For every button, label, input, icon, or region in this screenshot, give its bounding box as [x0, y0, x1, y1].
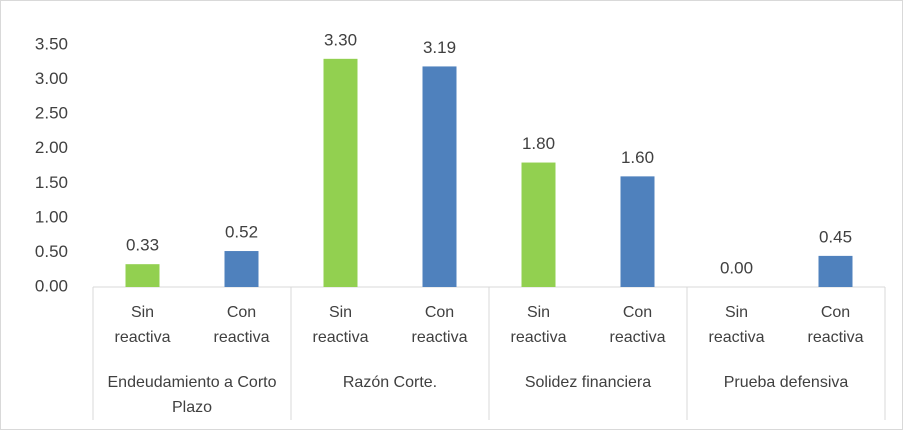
group-label: Razón Corte. — [342, 374, 438, 391]
y-tick-label: 1.50 — [35, 173, 68, 192]
bar — [422, 66, 457, 287]
group-label: Solidez financiera — [524, 374, 652, 391]
value-label: 0.33 — [126, 236, 159, 255]
bar — [323, 58, 358, 288]
bar — [818, 255, 853, 287]
value-label: 0.45 — [819, 227, 852, 246]
bar — [224, 251, 259, 287]
x-tick-label: Con reactiva — [411, 304, 468, 346]
x-tick-label: Sin reactiva — [510, 304, 567, 346]
x-tick-label: Con reactiva — [807, 304, 864, 346]
bar — [620, 176, 655, 287]
x-tick-label: Sin reactiva — [312, 304, 369, 346]
group-label: Endeudamiento a Corto Plazo — [107, 374, 277, 416]
x-tick-label: Sin reactiva — [114, 304, 171, 346]
bar — [125, 264, 160, 287]
x-tick-label: Con reactiva — [609, 304, 666, 346]
x-tick-label: Sin reactiva — [708, 304, 765, 346]
bar — [521, 162, 556, 287]
group-label: Prueba defensiva — [723, 374, 849, 391]
value-label: 0.00 — [720, 258, 753, 277]
y-tick-label: 1.00 — [35, 207, 68, 226]
value-label: 0.52 — [225, 223, 258, 242]
value-label: 1.80 — [522, 134, 555, 153]
y-tick-label: 0.50 — [35, 242, 68, 261]
x-tick-label: Con reactiva — [213, 304, 270, 346]
value-label: 1.60 — [621, 148, 654, 167]
y-tick-label: 3.50 — [35, 34, 68, 53]
y-tick-label: 0.00 — [35, 276, 68, 295]
value-label: 3.19 — [423, 38, 456, 57]
y-tick-label: 2.50 — [35, 104, 68, 123]
value-label: 3.30 — [324, 30, 357, 49]
y-tick-label: 3.00 — [35, 69, 68, 88]
y-tick-label: 2.00 — [35, 138, 68, 157]
